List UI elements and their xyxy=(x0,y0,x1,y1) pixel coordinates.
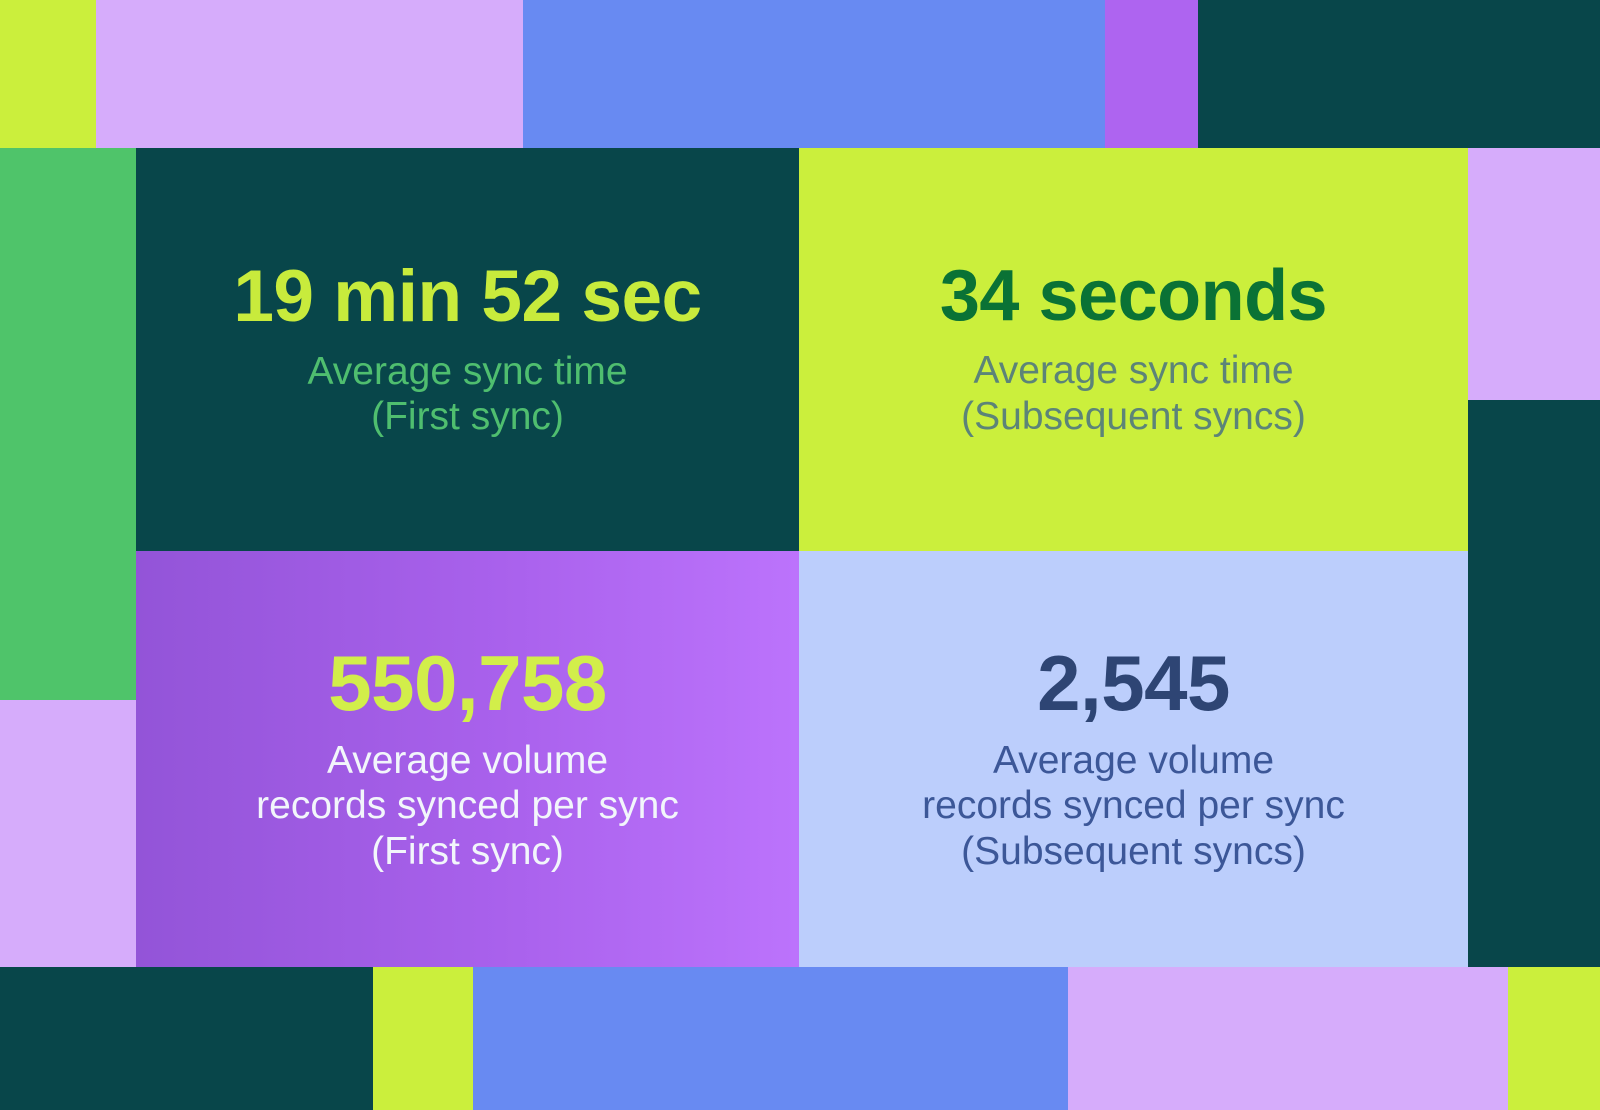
stat-value-first-sync-time: 19 min 52 sec xyxy=(233,255,702,337)
stat-label-first-sync-time: Average sync time (First sync) xyxy=(307,349,627,439)
bg-bottom-dark-teal xyxy=(0,967,373,1110)
stat-label-line2: (Subsequent syncs) xyxy=(961,394,1306,438)
stat-label-subsequent-sync-time: Average sync time (Subsequent syncs) xyxy=(961,348,1306,438)
bg-top-lime xyxy=(0,0,96,148)
stat-card-subsequent-sync-volume: 2,545 Average volume records synced per … xyxy=(799,551,1468,967)
stat-label-line3: (Subsequent syncs) xyxy=(961,829,1306,873)
bg-bottom-blue xyxy=(473,967,1068,1110)
stat-label-line1: Average sync time xyxy=(973,349,1294,393)
bg-far-right-dark-teal xyxy=(1468,400,1600,967)
stat-label-line2: (First sync) xyxy=(371,395,564,438)
stat-label-line1: Average sync time xyxy=(307,349,628,393)
stat-card-first-sync-volume: 550,758 Average volume records synced pe… xyxy=(136,551,799,967)
stat-label-line1: Average volume xyxy=(992,739,1275,783)
bg-top-blue xyxy=(523,0,1105,148)
bg-bottom-lavender xyxy=(1068,967,1508,1110)
stat-card-first-sync-time: 19 min 52 sec Average sync time (First s… xyxy=(136,148,799,551)
bg-top-dark-teal xyxy=(1198,0,1600,148)
stat-label-line3: (First sync) xyxy=(371,829,564,873)
stat-label-line2: records synced per sync xyxy=(922,784,1345,828)
stat-label-line2: records synced per sync xyxy=(256,784,679,828)
bg-left-lavender xyxy=(0,700,136,967)
stat-label-first-sync-volume: Average volume records synced per sync (… xyxy=(256,738,679,874)
bg-top-lavender xyxy=(96,0,523,148)
stat-value-first-sync-volume: 550,758 xyxy=(328,639,607,728)
bg-top-purple xyxy=(1105,0,1198,148)
stat-label-subsequent-sync-volume: Average volume records synced per sync (… xyxy=(922,738,1345,874)
bg-bottom-lime-left xyxy=(373,967,473,1110)
bg-left-green xyxy=(0,148,136,700)
stat-card-subsequent-sync-time: 34 seconds Average sync time (Subsequent… xyxy=(799,148,1468,551)
bg-far-right-lavender xyxy=(1468,148,1600,400)
bg-bottom-lime-right xyxy=(1508,967,1600,1110)
stat-label-line1: Average volume xyxy=(326,739,609,783)
stat-value-subsequent-sync-volume: 2,545 xyxy=(1037,639,1230,728)
stat-value-subsequent-sync-time: 34 seconds xyxy=(939,256,1328,337)
stats-card-grid: 19 min 52 sec Average sync time (First s… xyxy=(136,148,1468,967)
